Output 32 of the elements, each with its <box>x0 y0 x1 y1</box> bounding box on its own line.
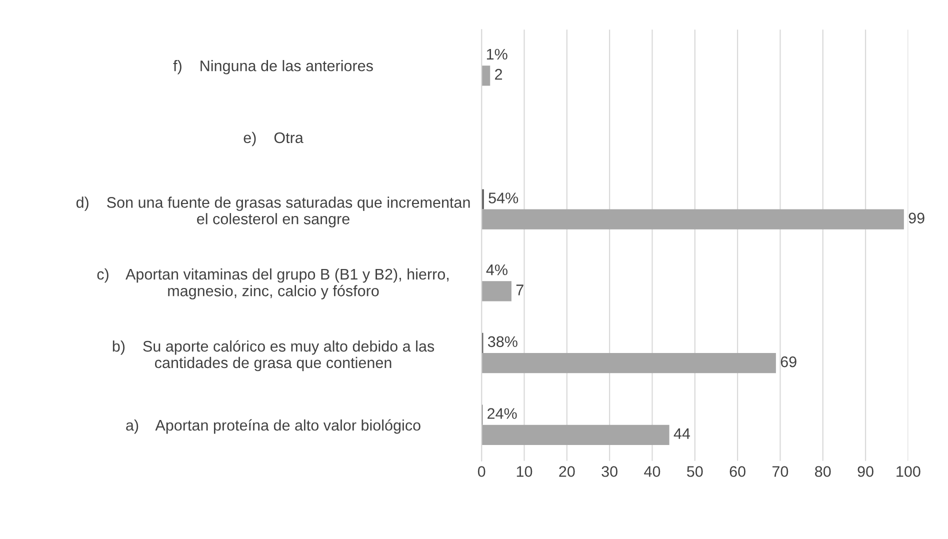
data-label: 1% <box>486 48 508 60</box>
x-tick-label: 100 <box>896 466 920 477</box>
bar <box>482 353 776 374</box>
x-tick-label: 50 <box>687 466 703 477</box>
data-label: 2 <box>495 68 502 80</box>
y-tick-label: b) Su aporte calórico es muy alto debido a las cantidades de grasa que contienen <box>112 340 434 372</box>
bar <box>482 209 904 230</box>
y-tick-label: d) Son una fuente de grasas saturadas que incrementan el colesterol en sangre <box>76 196 470 228</box>
x-tick-label: 10 <box>516 466 532 477</box>
x-tick-label: 80 <box>815 466 831 477</box>
x-tick-label: 20 <box>559 466 575 477</box>
x-tick-label: 40 <box>644 466 660 477</box>
data-label: 99 <box>908 212 924 224</box>
x-tick-label: 60 <box>730 466 746 477</box>
bar <box>482 424 670 446</box>
data-label: 7 <box>516 284 524 296</box>
data-label: 54% <box>488 192 518 204</box>
data-label: 38% <box>488 336 518 348</box>
bar <box>482 66 490 86</box>
data-label: 69 <box>780 356 796 368</box>
data-label: 44 <box>674 428 690 439</box>
x-tick-label: 90 <box>858 466 874 477</box>
y-tick-label: e) Otra <box>244 132 304 146</box>
y-tick-label: c) Aportan vitaminas del grupo B (B1 y B2), hierro, magnesio, zinc, calcio y fósforo <box>97 268 449 300</box>
x-tick-label: 70 <box>772 466 788 477</box>
x-tick-label: 0 <box>478 466 486 477</box>
y-tick-label: f) Ninguna de las anteriores <box>173 60 373 74</box>
data-label: 4% <box>486 264 508 276</box>
bar <box>482 281 512 302</box>
y-tick-label: a) Aportan proteína de alto valor biológico <box>126 419 420 434</box>
data-label: 24% <box>488 408 517 419</box>
x-tick-label: 30 <box>602 466 618 477</box>
